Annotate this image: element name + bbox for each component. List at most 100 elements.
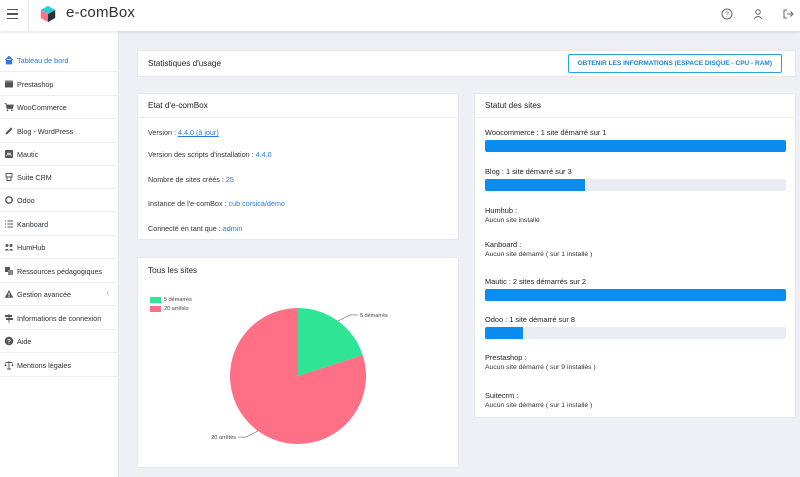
- sidebar: Tableau de bord Prestashop WooCommerce B…: [0, 31, 119, 477]
- site-status-subtitle: Aucun site installé: [485, 217, 540, 224]
- warning-icon: [4, 289, 14, 299]
- odoo-icon: [4, 195, 14, 205]
- site-status-item: Humhub : Aucun site installé: [485, 206, 786, 224]
- sidebar-item-label: Gestion avancée: [17, 289, 71, 299]
- legend-item-started[interactable]: 5 démarrés: [150, 295, 192, 304]
- sidebar-item-ressources-pedagogiques[interactable]: Ressources pédagogiques: [0, 260, 119, 283]
- site-progress-fill: [485, 179, 586, 191]
- legend-item-stopped[interactable]: 20 arrêtés: [150, 304, 192, 313]
- store-icon: [4, 79, 14, 89]
- user-label: Connecté en tant que :: [148, 224, 223, 233]
- site-status-title: Mautic : 2 sites démarrés sur 2: [485, 277, 587, 286]
- site-status-item: Blog : 1 site démarré sur 3: [485, 167, 786, 191]
- sidebar-item-mautic[interactable]: Mautic: [0, 143, 119, 166]
- sidebar-item-gestion-avancee[interactable]: Gestion avancée ‹: [0, 283, 119, 306]
- site-status-title: Woocommerce : 1 site démarré sur 1: [485, 128, 607, 137]
- signpost-icon: [4, 313, 14, 323]
- site-status-subtitle: Aucun site démarré ( sur 9 installés ): [485, 364, 596, 371]
- help-icon[interactable]: ?: [721, 8, 733, 20]
- etat-title: Etat d'e-comBox: [138, 94, 458, 118]
- version-link[interactable]: 4.4.0 (à jour): [177, 128, 219, 137]
- sidebar-item-label: HumHub: [17, 242, 46, 252]
- user-value: admin: [222, 224, 243, 233]
- scripts-value: 4.4.0: [255, 150, 272, 159]
- layers-icon: [4, 266, 14, 276]
- version-row: Version : 4.4.0 (à jour): [148, 128, 219, 137]
- sidebar-item-kanboard[interactable]: Kanboard: [0, 213, 119, 236]
- sidebar-item-label: Ressources pédagogiques: [17, 266, 103, 276]
- cart-icon: [4, 102, 14, 112]
- sidebar-item-label: Aide: [17, 336, 32, 346]
- pie-data-label: 5 démarrés: [360, 313, 388, 319]
- menu-toggle-icon[interactable]: [7, 9, 18, 19]
- brand-title[interactable]: e-comBox: [66, 4, 136, 21]
- user-row: Connecté en tant que : admin: [148, 224, 242, 233]
- legend-label-started: 5 démarrés: [164, 296, 192, 303]
- mautic-icon: [4, 149, 14, 159]
- site-progress-fill: [485, 289, 786, 301]
- sidebar-item-tableau-de-bord[interactable]: Tableau de bord: [0, 49, 119, 72]
- site-status-title: Odoo : 1 site démarré sur 8: [485, 315, 575, 324]
- sidebar-item-label: Mautic: [17, 149, 39, 159]
- sidebar-item-label: Prestashop: [17, 79, 54, 89]
- statut-card: Statut des sites Woocommerce : 1 site dé…: [474, 93, 796, 418]
- site-status-subtitle: Aucun site démarré ( sur 1 installé ): [485, 251, 593, 258]
- sites-count-label: Nombre de sites créés :: [148, 175, 226, 184]
- site-progress-fill: [485, 327, 523, 339]
- pie-slice-stopped[interactable]: [230, 308, 366, 444]
- topbar-divider: [28, 0, 29, 31]
- site-status-title: Kanboard :: [485, 240, 522, 249]
- site-status-item: Kanboard : Aucun site démarré ( sur 1 ins…: [485, 240, 786, 258]
- top-bar: e-comBox ?: [0, 0, 800, 31]
- get-info-button[interactable]: OBTENIR LES INFORMATIONS (ESPACE DISQUE …: [567, 54, 782, 73]
- tous-sites-title: Tous les sites: [148, 266, 198, 275]
- sidebar-item-aide[interactable]: ? Aide: [0, 330, 119, 353]
- sidebar-item-humhub[interactable]: HumHub: [0, 236, 119, 259]
- usage-card: Statistiques d'usage OBTENIR LES INFORMA…: [137, 50, 796, 77]
- legend-swatch-started: [150, 296, 161, 303]
- sidebar-item-label: Mentions légales: [17, 360, 71, 370]
- sidebar-item-label: Informations de connexion: [17, 313, 102, 323]
- scripts-row: Version des scripts d'installation : 4.4…: [148, 150, 272, 159]
- pie-callout-line: [238, 430, 259, 438]
- list-icon: [4, 219, 14, 229]
- pie-data-label: 20 arrêtés: [211, 435, 236, 441]
- sidebar-item-suite-crm[interactable]: Suite CRM: [0, 166, 119, 189]
- balance-icon: [4, 360, 14, 370]
- site-progress-fill: [485, 140, 786, 152]
- site-progress-bar: [485, 327, 786, 339]
- pie-slice-started[interactable]: [298, 308, 363, 376]
- sites-count-row: Nombre de sites créés : 25: [148, 175, 234, 184]
- user-icon[interactable]: [752, 8, 764, 20]
- chevron-left-icon: ‹: [106, 290, 109, 297]
- pie-callout-line: [337, 314, 358, 322]
- sidebar-item-mentions-legales[interactable]: Mentions légales: [0, 354, 119, 377]
- sidebar-item-informations-de-connexion[interactable]: Informations de connexion: [0, 307, 119, 330]
- sidebar-item-label: Blog - WordPress: [17, 126, 74, 136]
- pie-legend: 5 démarrés 20 arrêtés: [150, 295, 192, 313]
- usage-title: Statistiques d'usage: [148, 59, 222, 68]
- home-icon: [4, 55, 14, 65]
- sidebar-item-label: Odoo: [17, 195, 35, 205]
- sidebar-item-odoo[interactable]: Odoo: [0, 189, 119, 212]
- users-icon: [4, 242, 14, 252]
- sidebar-item-label: WooCommerce: [17, 102, 67, 112]
- site-status-item: Suitecrm : Aucun site démarré ( sur 1 ins…: [485, 391, 786, 409]
- site-status-item: Prestashop : Aucun site démarré ( sur 9 i…: [485, 353, 786, 371]
- svg-text:?: ?: [7, 338, 11, 345]
- site-progress-bar: [485, 140, 786, 152]
- instance-row: Instance de l'e-comBox : cub.corsica/dem…: [148, 199, 285, 208]
- sidebar-item-blog-wordpress[interactable]: Blog - WordPress: [0, 120, 119, 143]
- instance-label: Instance de l'e-comBox :: [148, 199, 229, 208]
- logout-icon[interactable]: [782, 8, 794, 20]
- site-progress-bar: [485, 289, 786, 301]
- sidebar-item-label: Kanboard: [17, 219, 49, 229]
- crm-icon: [4, 172, 14, 182]
- legend-label-stopped: 20 arrêtés: [164, 305, 189, 312]
- instance-value: cub.corsica/demo: [228, 199, 285, 208]
- sidebar-item-prestashop[interactable]: Prestashop: [0, 73, 119, 96]
- site-progress-bar: [485, 179, 786, 191]
- sidebar-item-woocommerce[interactable]: WooCommerce: [0, 96, 119, 119]
- site-status-item: Mautic : 2 sites démarrés sur 2: [485, 277, 786, 301]
- site-status-item: Woocommerce : 1 site démarré sur 1: [485, 128, 786, 152]
